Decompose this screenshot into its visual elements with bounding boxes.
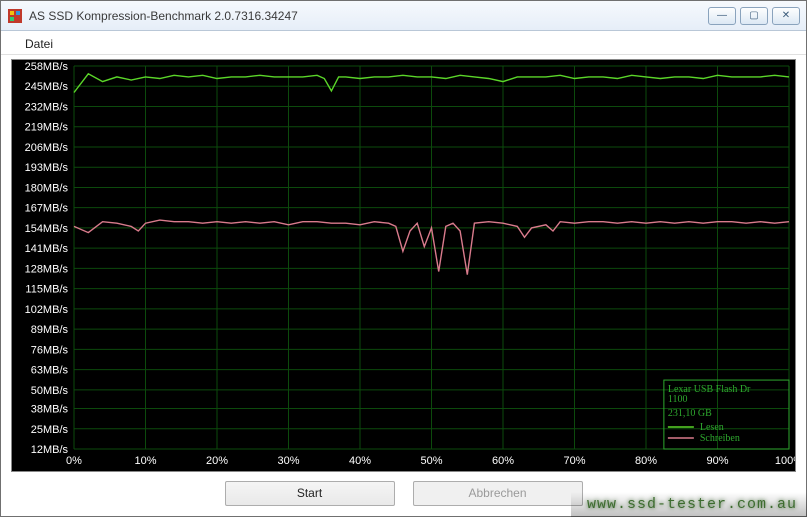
- svg-text:80%: 80%: [635, 455, 657, 467]
- svg-text:115MB/s: 115MB/s: [25, 284, 68, 296]
- maximize-button[interactable]: ▢: [740, 7, 768, 25]
- window-title: AS SSD Kompression-Benchmark 2.0.7316.34…: [29, 9, 708, 23]
- menu-datei[interactable]: Datei: [19, 35, 59, 53]
- svg-text:167MB/s: 167MB/s: [25, 203, 69, 215]
- svg-text:258MB/s: 258MB/s: [25, 61, 69, 73]
- svg-text:76MB/s: 76MB/s: [31, 344, 69, 356]
- cancel-button[interactable]: Abbrechen: [413, 481, 583, 506]
- window-buttons: — ▢ ✕: [708, 7, 800, 25]
- svg-text:70%: 70%: [563, 455, 585, 467]
- svg-text:232MB/s: 232MB/s: [25, 101, 69, 113]
- svg-text:25MB/s: 25MB/s: [31, 424, 69, 436]
- compression-chart: 12MB/s 25MB/s 38MB/s 50MB/s 63MB/s 76MB/s 89MB…: [12, 60, 795, 471]
- svg-text:89MB/s: 89MB/s: [31, 324, 69, 336]
- content-area: 12MB/s 25MB/s 38MB/s 50MB/s 63MB/s 76MB/s 89MB…: [1, 55, 806, 516]
- close-button[interactable]: ✕: [772, 7, 800, 25]
- svg-text:90%: 90%: [706, 455, 728, 467]
- svg-text:50MB/s: 50MB/s: [31, 385, 69, 397]
- svg-text:154MB/s: 154MB/s: [25, 223, 69, 235]
- svg-text:40%: 40%: [349, 455, 371, 467]
- svg-text:50%: 50%: [420, 455, 442, 467]
- titlebar[interactable]: AS SSD Kompression-Benchmark 2.0.7316.34…: [1, 1, 806, 31]
- svg-text:102MB/s: 102MB/s: [25, 304, 69, 316]
- svg-text:128MB/s: 128MB/s: [25, 263, 69, 275]
- svg-text:100%: 100%: [775, 455, 795, 467]
- chart-container: 12MB/s 25MB/s 38MB/s 50MB/s 63MB/s 76MB/s 89MB…: [11, 59, 796, 472]
- svg-text:10%: 10%: [134, 455, 156, 467]
- svg-text:219MB/s: 219MB/s: [25, 122, 69, 134]
- svg-text:231,10 GB: 231,10 GB: [668, 408, 712, 419]
- svg-text:180MB/s: 180MB/s: [25, 182, 69, 194]
- svg-text:206MB/s: 206MB/s: [25, 142, 69, 154]
- svg-text:30%: 30%: [277, 455, 299, 467]
- app-icon: [7, 8, 23, 24]
- minimize-button[interactable]: —: [708, 7, 736, 25]
- svg-text:Lesen: Lesen: [700, 422, 724, 433]
- svg-text:20%: 20%: [206, 455, 228, 467]
- svg-text:1100: 1100: [668, 394, 688, 405]
- svg-text:12MB/s: 12MB/s: [31, 444, 69, 456]
- svg-text:0%: 0%: [66, 455, 82, 467]
- svg-text:38MB/s: 38MB/s: [31, 404, 69, 416]
- app-window: AS SSD Kompression-Benchmark 2.0.7316.34…: [0, 0, 807, 517]
- svg-text:245MB/s: 245MB/s: [25, 81, 69, 93]
- svg-text:63MB/s: 63MB/s: [31, 365, 69, 377]
- svg-text:Schreiben: Schreiben: [700, 433, 740, 444]
- svg-text:141MB/s: 141MB/s: [25, 243, 69, 255]
- svg-text:60%: 60%: [492, 455, 514, 467]
- start-button[interactable]: Start: [225, 481, 395, 506]
- svg-text:193MB/s: 193MB/s: [25, 162, 69, 174]
- menubar: Datei: [1, 31, 806, 55]
- button-row: Start Abbrechen: [11, 472, 796, 508]
